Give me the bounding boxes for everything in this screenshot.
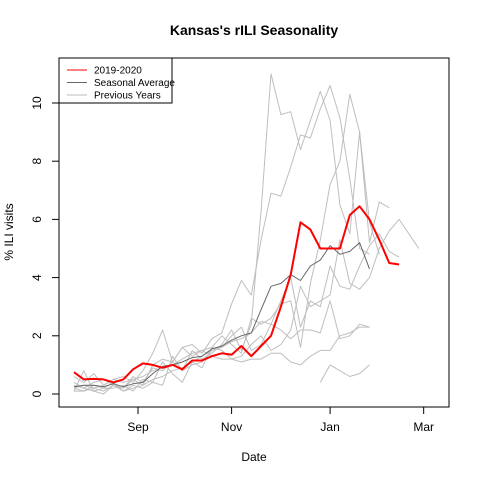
chart-title: Kansas's rILI Seasonality (170, 22, 339, 38)
series-line-previous-year (319, 364, 370, 383)
y-tick-label: 8 (30, 158, 44, 165)
legend-label: 2019-2020 (94, 66, 142, 77)
x-axis: Sep Nov Jan Mar (127, 406, 434, 434)
series-line-previous-year (73, 233, 400, 392)
series-layer (73, 73, 420, 395)
y-tick-label: 10 (30, 96, 44, 110)
x-tick-label: Jan (320, 420, 339, 434)
series-line-previous-year (74, 326, 370, 392)
y-axis: 0 2 4 6 8 10 (30, 96, 60, 397)
y-axis-label: % ILI visits (2, 203, 16, 260)
x-tick-label: Nov (221, 420, 242, 434)
legend-label: Seasonal Average (94, 78, 175, 89)
y-tick-label: 6 (30, 216, 44, 223)
legend-label: Previous Years (94, 91, 161, 102)
x-tick-label: Sep (127, 420, 149, 434)
y-tick-label: 4 (30, 274, 44, 281)
y-tick-label: 2 (30, 332, 44, 339)
x-tick-label: Mar (413, 420, 434, 434)
x-axis-label: Date (241, 450, 267, 464)
series-line-2019-2020 (73, 205, 400, 384)
series-line-previous-year (73, 73, 390, 386)
series-line-previous-year (73, 300, 370, 392)
y-tick-label: 0 (30, 390, 44, 397)
series-line-seasonal-average (73, 242, 370, 388)
